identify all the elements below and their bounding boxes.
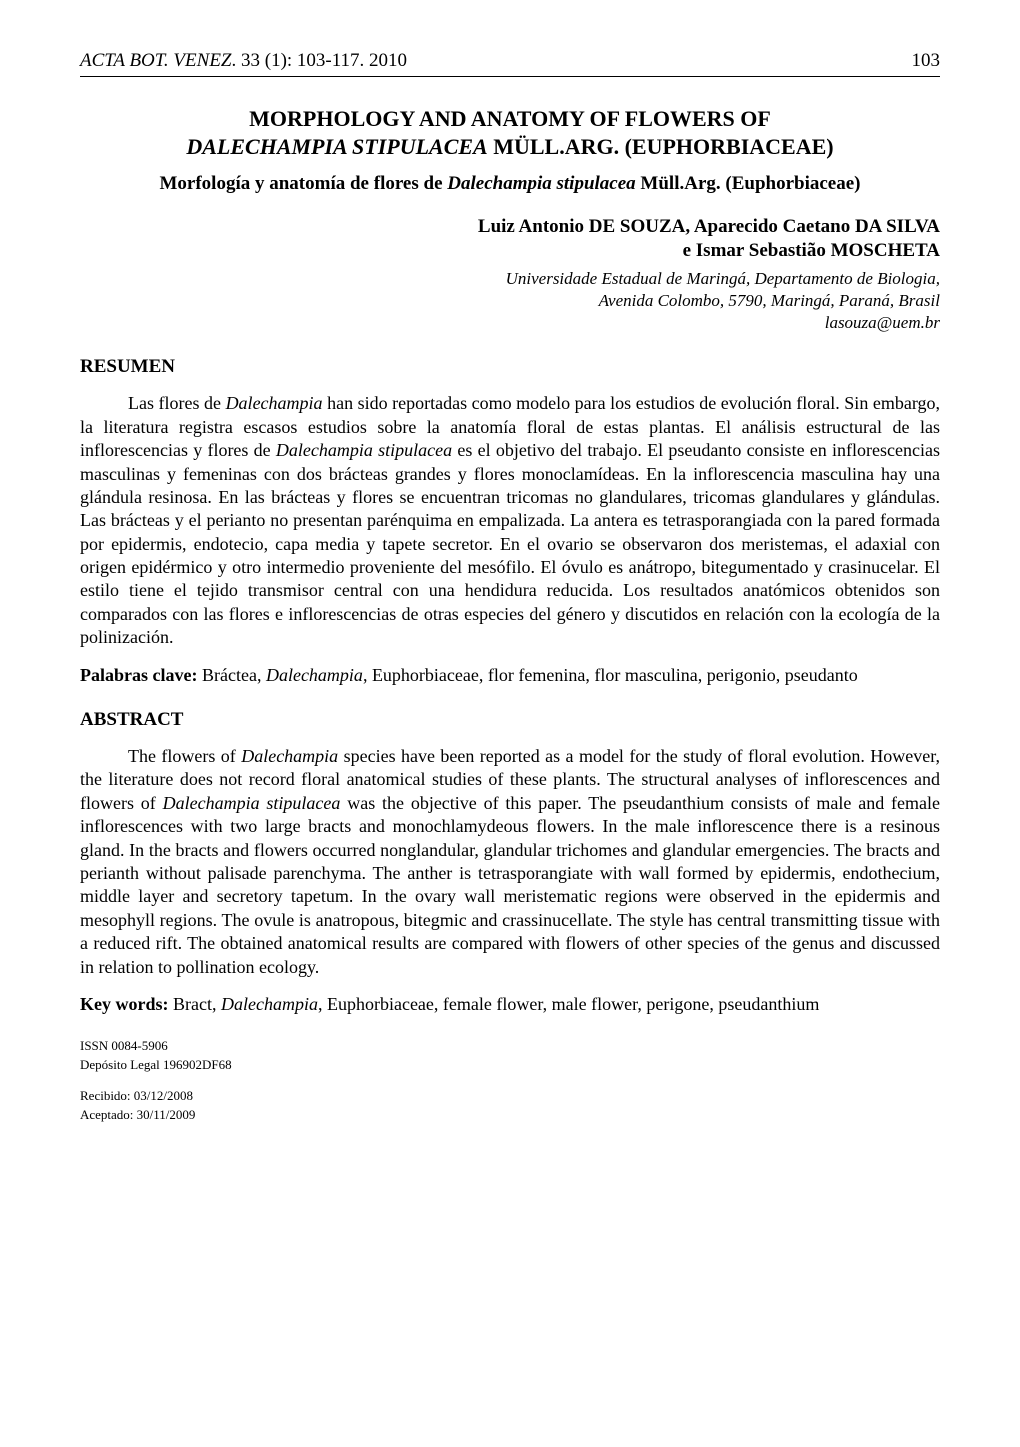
recibido-date: Recibido: 03/12/2008 [80,1088,940,1105]
subtitle-suffix: Müll.Arg. (Euphorbiaceae) [636,173,861,194]
issn: ISSN 0084-5906 [80,1038,940,1055]
key-words: Key words: Bract, Dalechampia, Euphorbia… [80,993,940,1016]
article-subtitle: Morfología y anatomía de flores de Dalec… [80,172,940,197]
palabras-clave-label: Palabras clave: [80,665,197,685]
authors-line2: e Ismar Sebastião MOSCHETA [683,240,940,261]
palabras-clave-text: Bráctea, Dalechampia, Euphorbiaceae, flo… [197,665,857,685]
resumen-body: Las flores de Dalechampia han sido repor… [80,392,940,649]
title-line1: MORPHOLOGY AND ANATOMY OF FLOWERS OF [249,106,771,131]
palabras-clave: Palabras clave: Bráctea, Dalechampia, Eu… [80,664,940,687]
affiliation-line2: Avenida Colombo, 5790, Maringá, Paraná, … [599,291,940,310]
article-title: MORPHOLOGY AND ANATOMY OF FLOWERS OF DAL… [80,105,940,160]
affiliation-block: Universidade Estadual de Maringá, Depart… [80,268,940,334]
subtitle-species-italic: Dalechampia stipulacea [447,173,635,194]
resumen-heading: RESUMEN [80,356,940,378]
abstract-body: The flowers of Dalechampia species have … [80,745,940,979]
deposito-legal: Depósito Legal 196902DF68 [80,1057,940,1074]
key-words-label: Key words: [80,994,169,1014]
journal-reference: ACTA BOT. VENEZ. 33 (1): 103-117. 2010 [80,50,407,72]
title-line2-rest: MÜLL.ARG. (EUPHORBIACEAE) [488,134,834,159]
authors-block: Luiz Antonio DE SOUZA, Aparecido Caetano… [80,215,940,264]
subtitle-prefix: Morfología y anatomía de flores de [159,173,447,194]
journal-name-italic: ACTA BOT. VENEZ [80,50,232,71]
aceptado-date: Aceptado: 30/11/2009 [80,1107,940,1124]
key-words-text: Bract, Dalechampia, Euphorbiaceae, femal… [169,994,820,1014]
footer-block: ISSN 0084-5906 Depósito Legal 196902DF68… [80,1038,940,1124]
running-header: ACTA BOT. VENEZ. 33 (1): 103-117. 2010 1… [80,50,940,77]
title-species-italic: DALECHAMPIA STIPULACEA [186,134,487,159]
abstract-heading: ABSTRACT [80,709,940,731]
journal-volume: . 33 (1): 103-117. 2010 [232,50,408,71]
authors-line1: Luiz Antonio DE SOUZA, Aparecido Caetano… [478,216,940,237]
affiliation-line1: Universidade Estadual de Maringá, Depart… [506,269,940,288]
page-number: 103 [912,50,941,72]
affiliation-email: lasouza@uem.br [825,313,940,332]
